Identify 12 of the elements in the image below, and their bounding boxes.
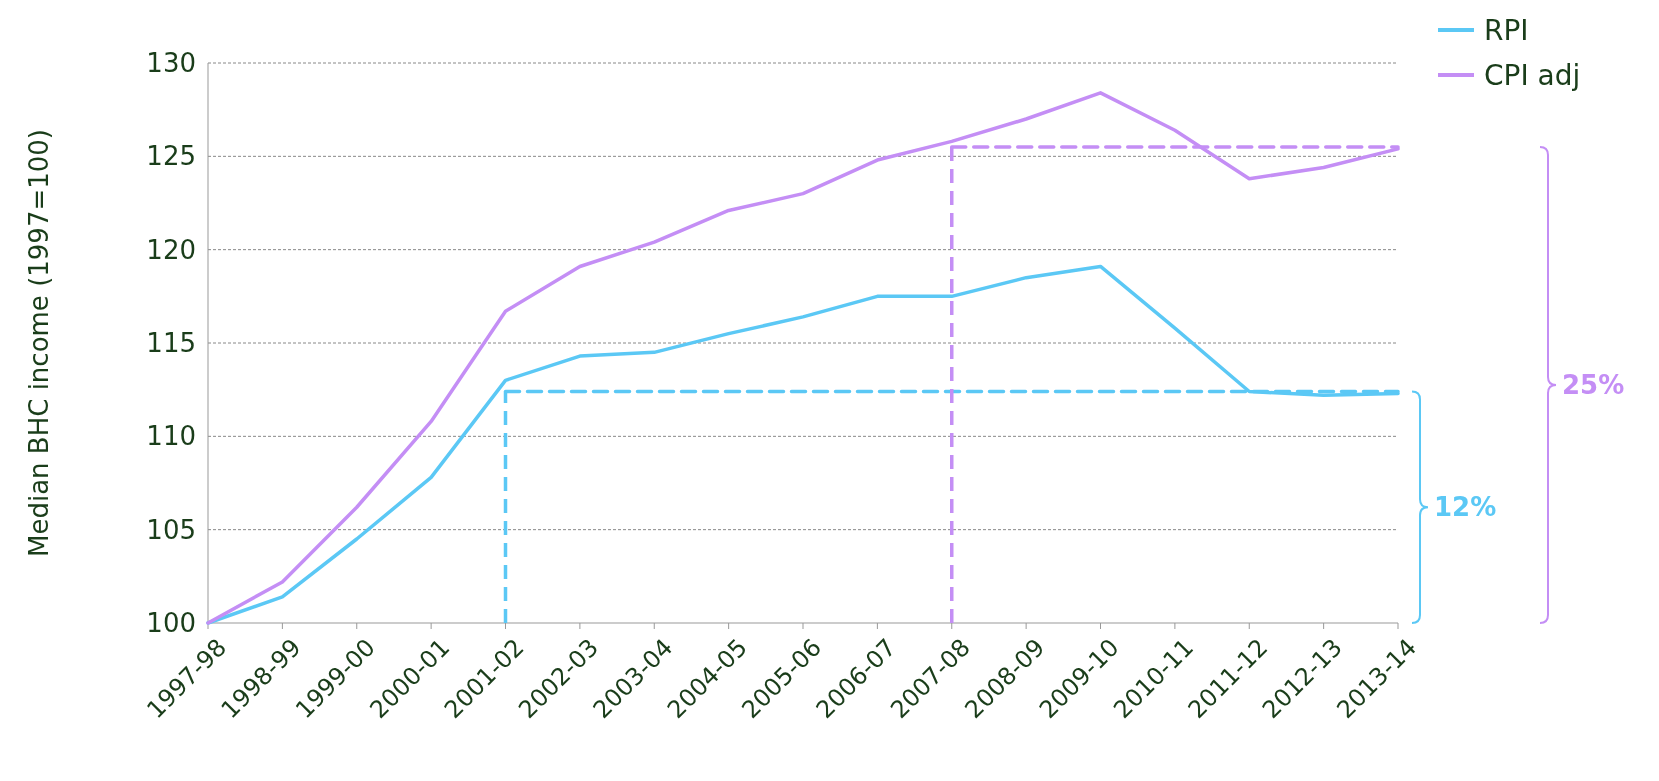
text: 25%	[1562, 370, 1625, 401]
y-axis-title: Median BHC income (1997=100)	[24, 129, 54, 557]
y-tick-label: 115	[146, 328, 196, 359]
y-tick-label: 110	[146, 421, 196, 452]
y-tick-label: 100	[146, 608, 196, 639]
y-tick-label: 105	[146, 514, 196, 545]
y-tick-label: 125	[146, 141, 196, 172]
y-tick-label: 130	[146, 48, 196, 79]
legend-label: RPI	[1484, 13, 1529, 47]
y-tick-label: 120	[146, 234, 196, 265]
text: 12%	[1434, 492, 1497, 523]
legend-label: CPI adj	[1484, 58, 1581, 92]
